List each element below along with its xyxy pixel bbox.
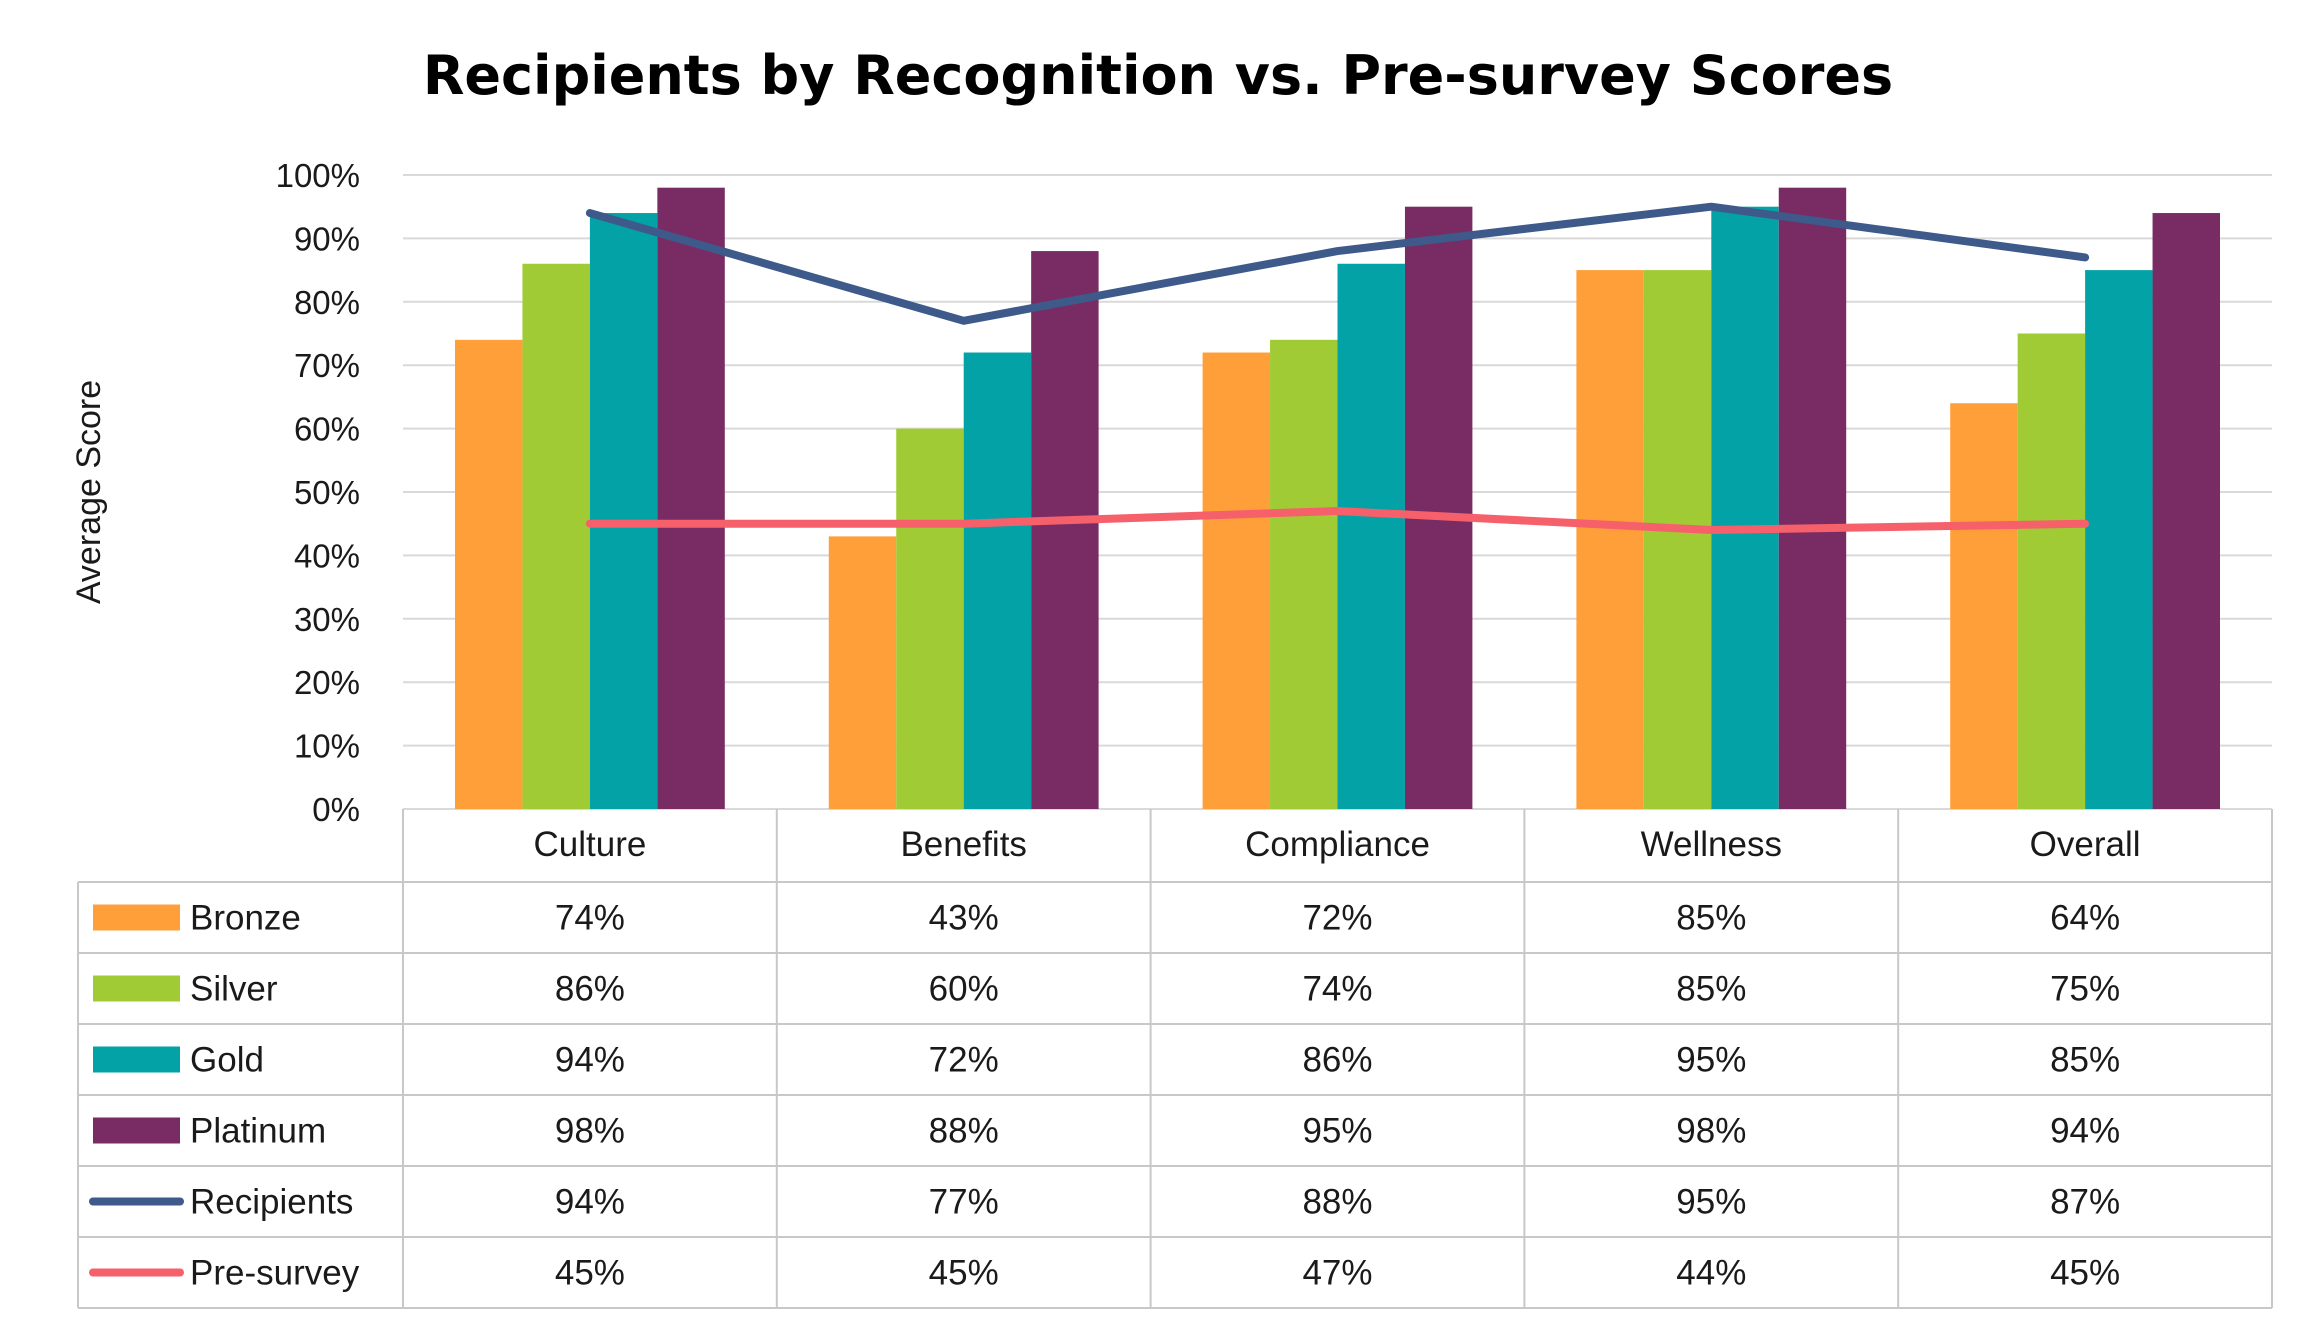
y-tick-label: 10%: [294, 728, 360, 765]
bar-gold-benefits: [963, 352, 1032, 809]
bar-silver-wellness: [1643, 270, 1712, 810]
bar-platinum-wellness: [1778, 187, 1847, 809]
bar-bronze-benefits: [828, 536, 897, 809]
bar-bronze-compliance: [1202, 352, 1271, 809]
data-label: 94%: [555, 1183, 625, 1222]
x-tick-label: Compliance: [1245, 825, 1430, 864]
data-label: 88%: [929, 1112, 999, 1151]
y-tick-label: 80%: [294, 284, 360, 321]
bars: [455, 187, 2220, 810]
data-label: 64%: [2050, 899, 2120, 938]
x-tick-label: Culture: [533, 825, 646, 864]
data-label: 94%: [555, 1041, 625, 1080]
y-tick-label: 100%: [276, 157, 360, 194]
data-label: 85%: [1676, 899, 1746, 938]
y-tick-label: 90%: [294, 220, 360, 257]
legend-key-silver: [93, 975, 180, 1002]
data-label: 45%: [929, 1254, 999, 1293]
bar-bronze-culture: [455, 339, 523, 809]
bar-bronze-wellness: [1576, 270, 1644, 810]
chart-title: Recipients by Recognition vs. Pre-survey…: [423, 44, 1893, 107]
legend-label: Platinum: [190, 1112, 326, 1151]
y-tick-label: 0%: [312, 791, 360, 828]
data-label: 86%: [1302, 1041, 1372, 1080]
data-label: 94%: [2050, 1112, 2120, 1151]
data-label: 74%: [1302, 970, 1372, 1009]
lines: [585, 202, 2090, 535]
data-label: 45%: [2050, 1254, 2120, 1293]
legend-label: Recipients: [190, 1183, 353, 1222]
y-axis-label: Average Score: [70, 380, 108, 604]
bar-silver-compliance: [1270, 339, 1338, 809]
data-label: 98%: [555, 1112, 625, 1151]
data-label: 85%: [2050, 1041, 2120, 1080]
data-label: 60%: [929, 970, 999, 1009]
x-tick-label: Wellness: [1641, 825, 1782, 864]
bar-gold-compliance: [1337, 263, 1405, 809]
data-label: 45%: [555, 1254, 625, 1293]
data-label: 44%: [1676, 1254, 1746, 1293]
bar-gold-wellness: [1711, 206, 1779, 809]
bar-platinum-benefits: [1031, 251, 1099, 809]
data-label: 95%: [1302, 1112, 1372, 1151]
legend-key-platinum: [93, 1117, 180, 1144]
data-label: 74%: [555, 899, 625, 938]
line-pre-survey: [585, 507, 2090, 535]
y-tick-label: 60%: [294, 411, 360, 448]
legend-label: Gold: [190, 1041, 264, 1080]
y-axis-ticks: 0% 10% 20% 30% 40% 50% 60% 70% 80% 90% 100%: [276, 157, 360, 828]
data-label: 85%: [1676, 970, 1746, 1009]
bar-gold-overall: [2085, 270, 2153, 810]
data-label: 75%: [2050, 970, 2120, 1009]
bar-platinum-overall: [2152, 213, 2220, 810]
data-label: 77%: [929, 1183, 999, 1222]
bar-platinum-compliance: [1404, 206, 1473, 809]
legend-label: Silver: [190, 970, 278, 1009]
legend-key-bronze: [93, 904, 180, 931]
data-label: 95%: [1676, 1041, 1746, 1080]
bar-gold-culture: [589, 213, 658, 810]
x-tick-label: Overall: [2030, 825, 2141, 864]
bar-platinum-culture: [657, 187, 725, 809]
data-label: 98%: [1676, 1112, 1746, 1151]
bar-bronze-overall: [1950, 403, 2018, 809]
data-label: 72%: [1302, 899, 1372, 938]
data-label: 43%: [929, 899, 999, 938]
y-tick-label: 70%: [294, 347, 360, 384]
data-label: 87%: [2050, 1183, 2120, 1222]
data-label: 95%: [1676, 1183, 1746, 1222]
data-table: Culture Benefits Compliance Wellness Overall…: [77, 809, 2273, 1309]
data-label: 86%: [555, 970, 625, 1009]
bar-silver-overall: [2017, 333, 2086, 809]
y-tick-label: 30%: [294, 601, 360, 638]
data-label: 88%: [1302, 1183, 1372, 1222]
legend-key-gold: [93, 1046, 180, 1073]
data-label: 47%: [1302, 1254, 1372, 1293]
data-label: 72%: [929, 1041, 999, 1080]
line-recipients: [585, 202, 2090, 325]
legend-label: Pre-survey: [190, 1254, 360, 1293]
legend-label: Bronze: [190, 899, 301, 938]
y-tick-label: 40%: [294, 537, 360, 574]
x-tick-label: Benefits: [900, 825, 1026, 864]
bar-silver-culture: [522, 263, 590, 809]
y-tick-label: 50%: [294, 474, 360, 511]
bar-silver-benefits: [896, 428, 964, 809]
y-tick-label: 20%: [294, 664, 360, 701]
